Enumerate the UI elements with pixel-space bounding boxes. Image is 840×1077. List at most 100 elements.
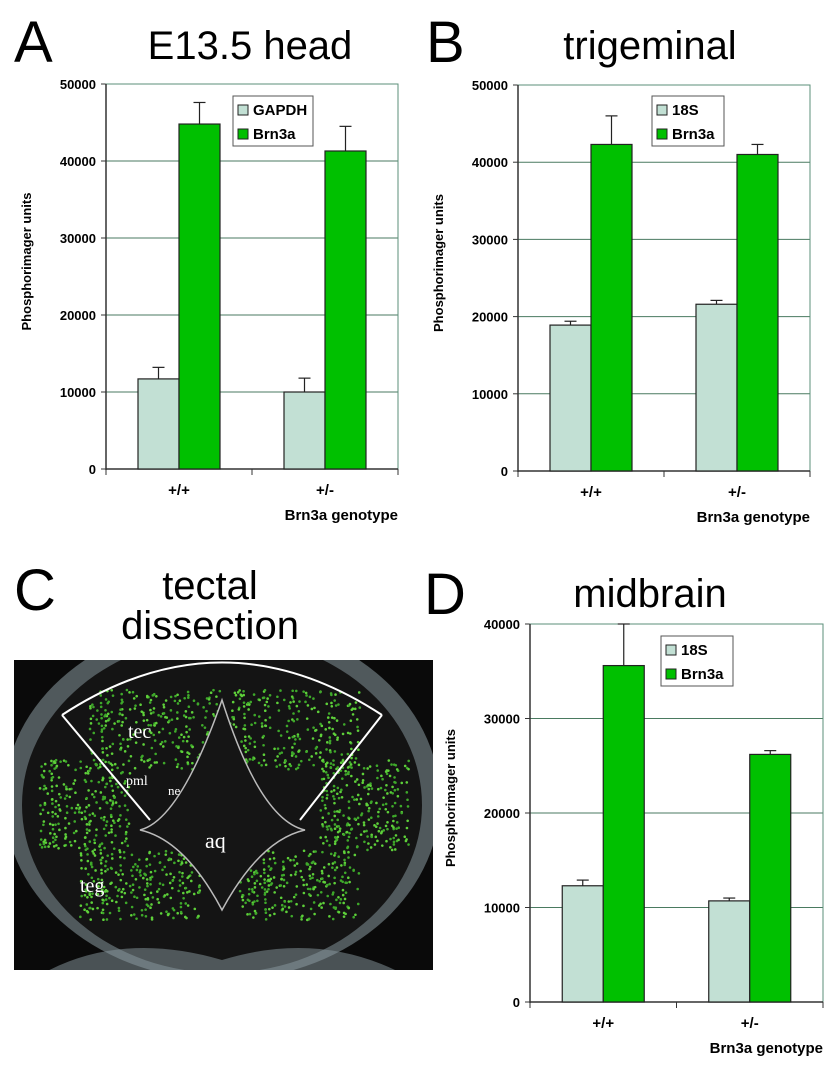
cell-dot [50, 778, 53, 782]
cell-dot [104, 698, 108, 701]
y-tick-label: 0 [89, 462, 96, 477]
cell-dot [119, 855, 122, 859]
x-category-label: +/+ [592, 1015, 614, 1032]
cell-dot [85, 903, 89, 906]
cell-dot [103, 815, 106, 819]
cell-dot [110, 840, 114, 844]
cell-dot [287, 704, 291, 708]
cell-dot [58, 809, 62, 812]
cell-dot [338, 901, 342, 905]
cell-dot [95, 801, 98, 804]
cell-dot [397, 826, 401, 830]
cell-dot [305, 717, 309, 720]
bar-brn3a [749, 753, 792, 1003]
cell-dot [184, 886, 188, 890]
cell-dot [349, 763, 353, 766]
cell-dot [271, 906, 274, 909]
cell-dot [325, 796, 329, 800]
cell-dot [140, 913, 144, 917]
cell-dot [250, 723, 253, 727]
cell-dot [146, 884, 149, 888]
panel-label-b: B [426, 10, 465, 75]
cell-dot [127, 759, 131, 763]
y-tick-label: 10000 [472, 387, 508, 402]
cell-dot [350, 766, 353, 769]
cell-dot [134, 730, 137, 734]
cell-dot [88, 823, 91, 826]
cell-dot [128, 771, 132, 775]
cell-dot [47, 845, 50, 848]
cell-dot [111, 727, 114, 731]
cell-dot [327, 721, 331, 724]
cell-dot [90, 863, 93, 866]
cell-dot [348, 817, 351, 820]
cell-dot [328, 844, 331, 847]
cell-dot [324, 728, 328, 731]
cell-dot [145, 878, 149, 881]
cell-dot [110, 881, 113, 885]
cell-dot [275, 765, 279, 768]
cell-dot [362, 821, 366, 824]
cell-dot [379, 786, 383, 790]
cell-dot [48, 842, 52, 845]
cell-dot [325, 741, 329, 744]
cell-dot [339, 761, 343, 765]
cell-dot [131, 888, 135, 892]
cell-dot [51, 815, 55, 818]
cell-dot [105, 820, 109, 823]
label-pml: pml [126, 774, 148, 789]
cell-dot [102, 818, 106, 822]
cell-dot [155, 761, 159, 764]
cell-dot [350, 774, 353, 778]
cell-dot [64, 760, 68, 763]
cell-dot [391, 804, 394, 808]
cell-dot [244, 750, 248, 754]
cell-dot [290, 695, 294, 698]
cell-dot [132, 733, 135, 736]
cell-dot [300, 918, 303, 921]
cell-dot [147, 723, 150, 727]
cell-dot [350, 756, 353, 760]
cell-dot [366, 767, 369, 770]
cell-dot [272, 857, 276, 860]
cell-dot [115, 782, 118, 786]
legend-swatch [237, 128, 249, 140]
cell-dot [242, 705, 246, 708]
cell-dot [153, 854, 156, 858]
cell-dot [41, 808, 45, 812]
cell-dot [325, 883, 329, 887]
cell-dot [288, 707, 291, 710]
cell-dot [91, 907, 95, 911]
cell-dot [294, 738, 297, 741]
cell-dot [182, 735, 186, 739]
cell-dot [325, 702, 329, 706]
cell-dot [127, 822, 131, 825]
cell-dot [79, 904, 83, 907]
cell-dot [68, 787, 71, 791]
cell-dot [405, 791, 409, 794]
cell-dot [405, 781, 409, 784]
legend: 18S Brn3a [651, 95, 725, 147]
cell-dot [256, 899, 259, 903]
x-category-label: +/- [728, 484, 746, 501]
cell-dot [67, 763, 70, 767]
cell-dot [233, 691, 237, 695]
cell-dot [121, 770, 124, 774]
cell-dot [399, 804, 403, 808]
cell-dot [285, 724, 289, 728]
cell-dot [356, 887, 359, 891]
cell-dot [341, 732, 345, 736]
cell-dot [320, 906, 323, 909]
cell-dot [334, 840, 337, 843]
cell-dot [320, 724, 324, 728]
cell-dot [57, 847, 60, 850]
cell-dot [293, 864, 297, 867]
cell-dot [169, 872, 172, 876]
cell-dot [101, 856, 104, 859]
cell-dot [407, 759, 410, 763]
legend-swatch [656, 128, 668, 140]
cell-dot [356, 729, 360, 732]
cell-dot [325, 825, 329, 828]
cell-dot [240, 895, 244, 899]
